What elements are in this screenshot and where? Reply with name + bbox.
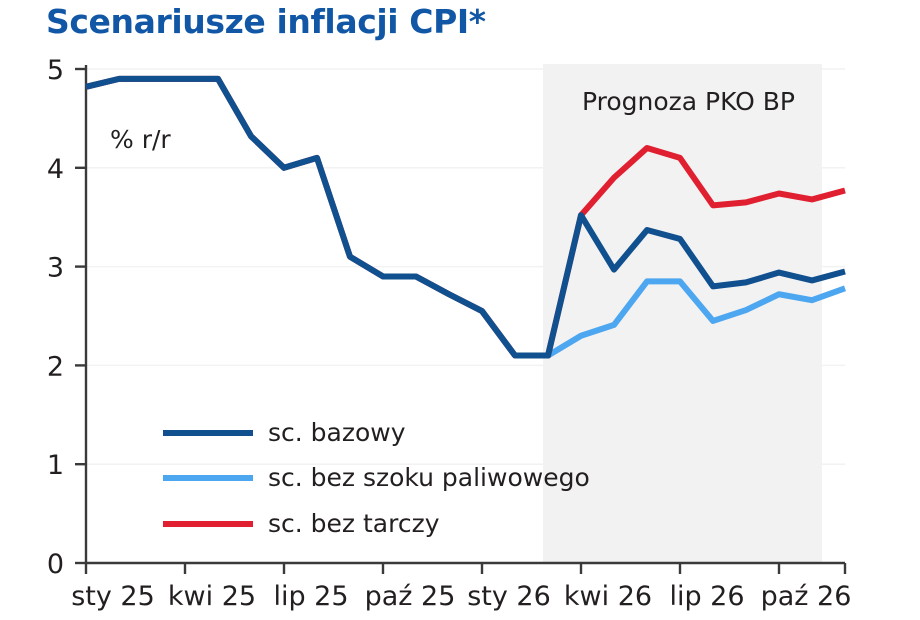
y-axis-ticks: 0 1 2 3 4 5 xyxy=(47,55,86,580)
x-tick-label: sty 26 xyxy=(467,581,551,612)
axis-lines xyxy=(84,65,845,565)
y-tick-label: 1 xyxy=(47,450,64,481)
legend-label: sc. bez szoku paliwowego xyxy=(268,463,590,492)
chart-legend: sc. bazowy sc. bez szoku paliwowego sc. be… xyxy=(163,418,590,538)
page-title: Scenariusze inflacji CPI* xyxy=(46,2,486,41)
y-tick-label: 3 xyxy=(47,253,64,284)
y-tick-label: 2 xyxy=(47,351,64,382)
y-tick-label: 0 xyxy=(47,549,64,580)
forecast-shade-rect xyxy=(543,64,822,563)
x-tick-label: lip 25 xyxy=(273,581,348,612)
x-tick-label: paź 26 xyxy=(761,581,852,612)
legend-label: sc. bez tarczy xyxy=(268,509,440,538)
forecast-shaded-region xyxy=(543,64,822,563)
forecast-annotation: Prognoza PKO BP xyxy=(582,87,795,116)
series-line-0 xyxy=(85,75,846,359)
legend-label: sc. bazowy xyxy=(268,418,406,447)
y-tick-label: 4 xyxy=(47,154,64,185)
y-axis-unit-label: % r/r xyxy=(110,125,171,154)
x-tick-label: lip 26 xyxy=(669,581,744,612)
x-tick-label: kwi 26 xyxy=(564,581,652,612)
x-tick-label: sty 25 xyxy=(71,581,155,612)
x-tick-label: paź 25 xyxy=(365,581,456,612)
y-tick-label: 5 xyxy=(47,55,64,86)
x-axis-ticks: sty 25 kwi 25 lip 25 paź 25 sty 26 kwi 26 lip … xyxy=(71,563,851,612)
data-series xyxy=(85,75,847,359)
gridlines xyxy=(86,68,845,465)
x-tick-label: kwi 25 xyxy=(168,581,256,612)
